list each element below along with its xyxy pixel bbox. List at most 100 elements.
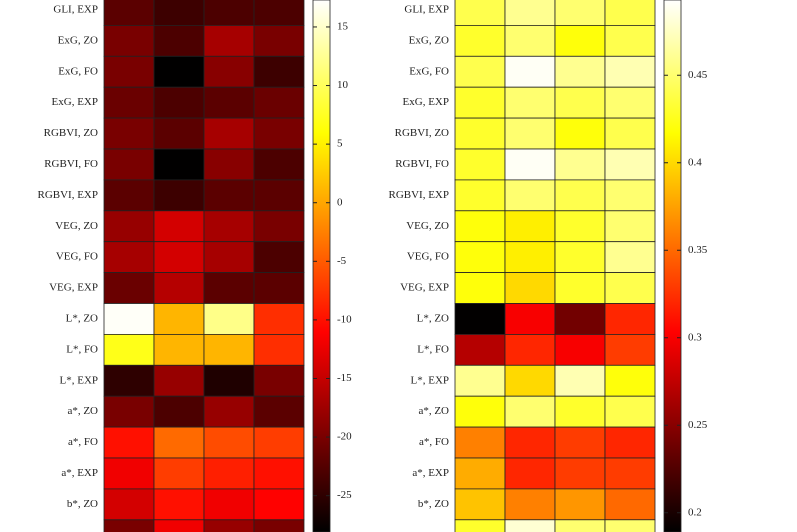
heatmap-cell: [203, 272, 255, 304]
heatmap-cell: [554, 0, 606, 26]
heatmap-cell: [153, 395, 205, 428]
heatmap-cell: [253, 488, 305, 521]
heatmap-cell: [554, 272, 606, 304]
row-label: VEG, ZO: [55, 220, 98, 232]
heatmap-cell: [504, 364, 556, 397]
heatmap-cell: [504, 333, 556, 366]
colorbar-tick-label: -20: [337, 431, 352, 443]
heatmap-cell: [253, 117, 305, 150]
heatmap-cell: [554, 55, 606, 88]
heatmap-cell: [554, 303, 606, 335]
row-label: L*, EXP: [60, 374, 99, 386]
colorbar-tick-label: 15: [337, 20, 349, 32]
heatmap-cell: [203, 333, 255, 366]
heatmap-cell: [253, 519, 305, 532]
heatmap-cell: [103, 148, 155, 181]
heatmap-cell: [103, 519, 155, 532]
heatmap-cell: [604, 395, 656, 428]
heatmap-cell: [554, 364, 606, 397]
heatmap-cell: [504, 241, 556, 273]
heatmap-cell: [203, 86, 255, 119]
heatmap-cell: [103, 24, 155, 57]
row-label: ExG, ZO: [409, 34, 449, 46]
heatmap-cell: [253, 426, 305, 459]
heatmap-cell: [153, 457, 205, 490]
row-label: a*, FO: [68, 436, 98, 448]
row-label: VEG, EXP: [400, 282, 449, 294]
heatmap-cell: [604, 117, 656, 150]
heatmap-cell: [153, 241, 205, 273]
heatmap-cell: [253, 395, 305, 428]
heatmap-cell: [253, 303, 305, 335]
heatmap-cell: [253, 210, 305, 243]
heatmap-cell: [253, 364, 305, 397]
colorbar-tick-label: 0.2: [688, 506, 702, 518]
colorbar-tick-label: -15: [337, 372, 352, 384]
heatmap-cell: [103, 395, 155, 428]
heatmap-cell: [604, 364, 656, 397]
heatmap-cell: [203, 117, 255, 150]
heatmap-cell: [604, 457, 656, 490]
row-label: RGBVI, FO: [395, 158, 449, 170]
row-label: a*, ZO: [67, 405, 98, 417]
heatmap-cell: [504, 457, 556, 490]
row-label: L*, ZO: [417, 312, 449, 324]
heatmap-cell: [604, 333, 656, 366]
heatmap-cell: [153, 333, 205, 366]
row-label: L*, ZO: [66, 312, 98, 324]
heatmap-cell: [504, 0, 556, 26]
row-label: GLI, EXP: [53, 3, 98, 15]
heatmap-cell: [153, 179, 205, 212]
row-label: ExG, EXP: [403, 96, 449, 108]
colorbar-tick-label: 0.4: [688, 156, 702, 168]
row-label: VEG, ZO: [406, 220, 449, 232]
heatmap-cell: [604, 86, 656, 119]
row-label: GLI, EXP: [404, 3, 449, 15]
heatmap-cell: [504, 179, 556, 212]
heatmap-cell: [103, 241, 155, 273]
heatmap-cell: [604, 210, 656, 243]
heatmap-cell: [203, 55, 255, 88]
heatmap-cell: [504, 488, 556, 521]
row-label: RGBVI, FO: [44, 158, 98, 170]
row-label: L*, FO: [66, 343, 98, 355]
heatmap-cell: [103, 488, 155, 521]
heatmap-cell: [103, 303, 155, 335]
heatmap-cell: [454, 148, 506, 181]
row-label: ExG, FO: [409, 65, 449, 77]
colorbar-tick-label: 0.45: [688, 69, 708, 81]
heatmap-cell: [253, 333, 305, 366]
colorbar: [663, 0, 682, 532]
heatmap-cell: [153, 210, 205, 243]
heatmap-cell: [554, 117, 606, 150]
heatmap-cell: [203, 519, 255, 532]
heatmap-cell: [454, 117, 506, 150]
heatmap-cell: [203, 241, 255, 273]
row-label: RGBVI, EXP: [388, 189, 449, 201]
heatmap-cell: [604, 241, 656, 273]
heatmap-cell: [504, 86, 556, 119]
heatmap-cell: [103, 117, 155, 150]
heatmap-cell: [203, 210, 255, 243]
heatmap-cell: [554, 333, 606, 366]
heatmap-cell: [604, 488, 656, 521]
heatmap-cell: [153, 519, 205, 532]
heatmap-cell: [504, 210, 556, 243]
heatmap-cell: [103, 86, 155, 119]
heatmap-cell: [454, 364, 506, 397]
heatmap-cell: [253, 86, 305, 119]
row-label: b*, ZO: [418, 498, 449, 510]
heatmap-cell: [504, 24, 556, 57]
heatmap-cell: [504, 303, 556, 335]
heatmap-cell: [554, 148, 606, 181]
heatmap-cell: [253, 24, 305, 57]
heatmap-cell: [554, 488, 606, 521]
heatmap-cell: [203, 395, 255, 428]
heatmap-cell: [454, 333, 506, 366]
row-label: a*, EXP: [412, 467, 449, 479]
heatmap-cell: [253, 55, 305, 88]
heatmap-cell: [604, 303, 656, 335]
heatmap-cell: [103, 457, 155, 490]
heatmap-cell: [253, 0, 305, 26]
